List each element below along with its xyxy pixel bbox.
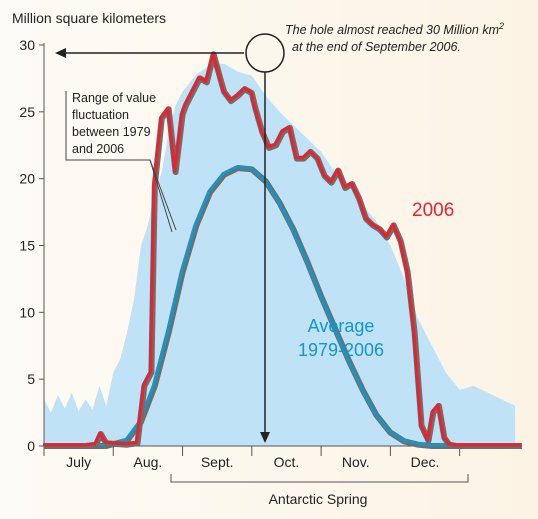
y-tick-label: 25 [19, 104, 35, 120]
y-axis-title: Million square kilometers [12, 10, 166, 26]
x-tick-label: Sept. [201, 454, 234, 470]
y-tick-label: 0 [27, 438, 35, 454]
range-annotation-line-3: between 1979 [72, 125, 151, 139]
y-tick-label: 5 [27, 371, 35, 387]
range-annotation-line-2: fluctuation [72, 108, 129, 122]
y-tick-label: 30 [19, 37, 35, 53]
y-tick-label: 15 [19, 238, 35, 254]
series-2006-label: 2006 [412, 200, 454, 221]
peak-annotation-line-1: The hole almost reached 30 Million km2 [285, 21, 504, 37]
x-tick-label: Dec. [411, 454, 440, 470]
antarctic-spring-label: Antarctic Spring [269, 491, 368, 507]
x-tick-label: July [66, 454, 91, 470]
axes: 0 5 10 15 20 25 30 July Aug. Sept. Oct. Nov. Dec. [19, 37, 522, 470]
peak-highlight-circle [245, 33, 285, 73]
series-average-label-line-2: 1979-2006 [298, 340, 384, 360]
range-annotation-leader [65, 91, 177, 231]
range-annotation-line-1: Range of value [72, 91, 156, 105]
series-average-label-line-1: Average [308, 316, 375, 336]
x-tick-label: Nov. [342, 454, 370, 470]
y-tick-label: 10 [19, 304, 35, 320]
range-annotation-line-4: and 2006 [72, 142, 124, 156]
x-tick-label: Oct. [274, 454, 300, 470]
series-2006-line [43, 51, 521, 447]
x-tick-label: Aug. [134, 454, 163, 470]
range-annotation-leader-2 [149, 159, 173, 233]
peak-annotation-line-2: at the end of September 2006. [292, 40, 461, 54]
range-annotation: Range of value fluctuation between 1979 … [72, 91, 160, 156]
peak-vertical-arrowhead [260, 432, 270, 443]
antarctic-spring-bracket [170, 474, 469, 483]
y-tick-label: 20 [19, 171, 35, 187]
average-series-line [43, 165, 521, 447]
peak-horizontal-arrowhead [55, 48, 66, 58]
